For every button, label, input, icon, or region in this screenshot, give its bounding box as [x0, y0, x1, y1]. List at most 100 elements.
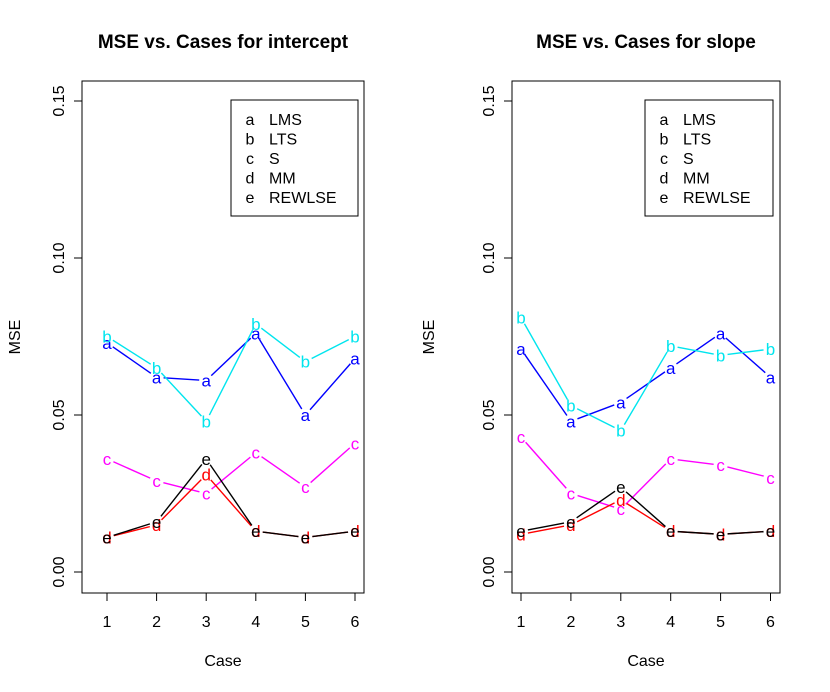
series-line-segment — [577, 494, 615, 508]
series-line-segment — [727, 530, 764, 535]
legend-item: b LTS — [660, 132, 712, 149]
y-axis: 0.00 0.05 0.10 0.15 — [51, 85, 83, 588]
legend-symbol: c — [246, 151, 254, 168]
legend-symbol: b — [246, 132, 255, 149]
legend-label: LMS — [683, 112, 716, 129]
data-point: c — [351, 434, 360, 453]
series-line-segment — [112, 346, 152, 374]
data-point: b — [716, 346, 725, 365]
series-line-segment — [112, 339, 152, 365]
data-point: e — [152, 513, 161, 532]
legend-item: b LTS — [246, 132, 298, 149]
chart-title: MSE vs. Cases for slope — [536, 32, 756, 53]
data-point: e — [201, 450, 210, 469]
y-axis-label: MSE — [421, 320, 438, 355]
series-lts: b b b b b b — [516, 309, 775, 441]
data-point: a — [616, 393, 626, 412]
data-point: d — [516, 525, 525, 544]
series-s: c c c c c c — [103, 434, 360, 503]
series-line-segment — [577, 404, 615, 420]
data-point: d — [766, 522, 775, 541]
data-point: d — [350, 522, 359, 541]
series-line-segment — [727, 466, 764, 477]
series-line-segment — [623, 351, 668, 426]
legend-label: REWLSE — [683, 190, 751, 207]
series-line-segment — [113, 461, 151, 479]
series-lms: a a a a a a — [102, 324, 360, 425]
data-point: a — [251, 324, 261, 343]
data-point: a — [766, 368, 776, 387]
series-line-segment — [625, 463, 667, 505]
legend-symbol: b — [660, 132, 669, 149]
data-point: d — [152, 516, 161, 535]
chart-panel-1: MSE vs. Cases for intercept 1 2 3 4 5 6 Case 0.0… — [7, 32, 365, 670]
x-tick-label: 2 — [566, 614, 575, 631]
series-line-segment — [260, 327, 301, 358]
x-tick-label: 3 — [202, 614, 211, 631]
y-tick-label: 0.00 — [51, 556, 68, 587]
legend-symbol: c — [660, 151, 668, 168]
legend-label: LTS — [683, 132, 711, 149]
legend-item: a LMS — [246, 112, 302, 129]
x-tick-label: 1 — [517, 614, 526, 631]
series-line-segment — [524, 354, 568, 416]
y-axis: 0.00 0.05 0.10 0.15 — [481, 85, 513, 588]
y-axis-label: MSE — [7, 320, 24, 355]
chart-title: MSE vs. Cases for intercept — [98, 32, 349, 53]
data-point: b — [201, 412, 210, 431]
data-point: c — [202, 485, 211, 504]
data-point: e — [516, 522, 525, 541]
series-line-segment — [312, 531, 349, 538]
x-axis: 1 2 3 4 5 6 — [517, 592, 775, 631]
legend-box — [230, 99, 359, 217]
series-line-segment — [211, 456, 251, 490]
y-tick-label: 0.10 — [481, 242, 498, 273]
data-point: d — [716, 525, 725, 544]
series-line-segment — [258, 338, 303, 410]
data-point: b — [666, 337, 675, 356]
series-line-segment — [210, 337, 252, 377]
series-rewlse: e e e e e e — [102, 450, 359, 548]
legend-box — [644, 99, 774, 217]
data-point: b — [301, 353, 310, 372]
y-tick-label: 0.00 — [481, 556, 498, 587]
x-axis: 1 2 3 4 5 6 — [103, 592, 360, 631]
data-point: e — [716, 525, 725, 544]
y-tick-label: 0.05 — [51, 399, 68, 430]
series-line-segment — [208, 329, 254, 416]
x-tick-label: 6 — [351, 614, 360, 631]
data-point: c — [567, 485, 576, 504]
data-point: b — [251, 315, 260, 334]
data-point: a — [516, 340, 526, 359]
series-line-segment — [113, 523, 151, 537]
data-point: e — [102, 528, 111, 547]
series-line-segment — [209, 464, 253, 526]
series-line-segment — [576, 502, 615, 523]
series-s: c c c c c c — [517, 428, 776, 519]
series-line-segment — [527, 522, 565, 531]
x-tick-label: 4 — [251, 614, 260, 631]
series-mm: d d d d d d — [516, 491, 775, 545]
x-axis-label: Case — [627, 653, 664, 670]
legend-symbol: a — [246, 112, 255, 129]
x-axis-label: Case — [204, 653, 241, 670]
legend-symbol: e — [660, 190, 669, 207]
data-point: a — [152, 368, 162, 387]
data-point: e — [251, 522, 260, 541]
data-point: c — [252, 444, 261, 463]
x-tick-label: 5 — [301, 614, 310, 631]
series-line-segment — [576, 490, 616, 519]
x-tick-label: 3 — [616, 614, 625, 631]
data-point: d — [666, 522, 675, 541]
data-point: d — [201, 466, 210, 485]
data-point: e — [666, 522, 675, 541]
series-line-segment — [625, 491, 666, 528]
data-point: e — [350, 522, 359, 541]
series-line-segment — [576, 408, 615, 429]
series-line-segment — [310, 447, 351, 484]
series-line-segment — [725, 337, 766, 374]
data-point: e — [766, 522, 775, 541]
